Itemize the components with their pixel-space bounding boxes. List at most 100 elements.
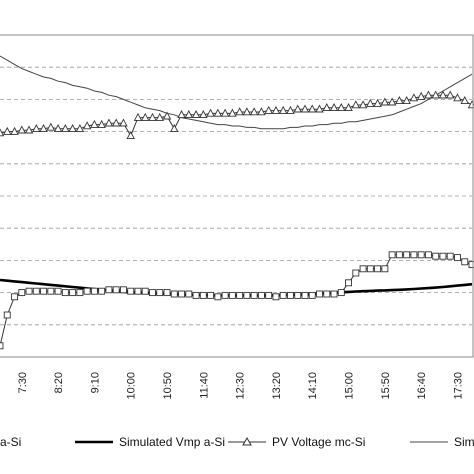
- legend-label-3: Simula: [454, 435, 474, 449]
- data-point-square: [163, 289, 171, 297]
- data-point-triangle: [111, 118, 121, 127]
- data-point-square: [439, 252, 447, 260]
- data-point-square: [403, 251, 411, 259]
- data-point-square: [185, 290, 193, 298]
- data-point-triangle: [17, 125, 27, 134]
- data-point-triangle: [322, 103, 332, 112]
- series-line-1: [0, 278, 473, 297]
- data-point-square: [25, 287, 33, 295]
- data-point-triangle: [53, 124, 63, 133]
- data-point-triangle: [90, 119, 99, 128]
- series-line-3: [0, 55, 473, 130]
- data-point-triangle: [206, 108, 215, 117]
- data-point-square: [424, 251, 432, 259]
- data-point-triangle: [140, 112, 150, 121]
- data-point-square: [156, 289, 164, 297]
- data-point-square: [141, 287, 149, 295]
- data-point-square: [207, 291, 215, 299]
- data-point-square: [250, 291, 258, 299]
- data-point-square: [454, 254, 461, 262]
- data-point-triangle: [97, 119, 106, 128]
- data-point-square: [287, 291, 294, 299]
- x-tick-label: 12:30: [235, 372, 247, 400]
- data-point-triangle: [39, 124, 48, 133]
- x-tick-label: 11:40: [198, 372, 210, 399]
- data-point-triangle: [119, 118, 128, 127]
- data-point-square: [417, 251, 425, 259]
- data-point-triangle: [373, 98, 382, 107]
- data-point-square: [323, 290, 331, 298]
- data-point-triangle: [358, 100, 368, 109]
- legend-marker-triangle: [242, 436, 252, 446]
- data-point-triangle: [278, 105, 288, 114]
- data-point-triangle: [416, 91, 426, 100]
- plot-area-frame: [0, 34, 474, 358]
- data-point-triangle: [10, 126, 19, 135]
- x-tick-label: 9:10: [89, 372, 101, 393]
- data-point-square: [432, 252, 440, 260]
- data-point-triangle: [82, 121, 92, 130]
- data-point-triangle: [460, 96, 469, 105]
- data-point-square: [301, 291, 309, 299]
- data-point-triangle: [133, 112, 143, 121]
- data-point-square: [330, 290, 338, 298]
- data-point-triangle: [307, 104, 317, 113]
- data-point-triangle: [191, 110, 201, 119]
- data-point-square: [236, 291, 244, 299]
- data-point-triangle: [170, 124, 179, 133]
- data-point-square: [192, 291, 200, 299]
- legend-label-1: Simulated Vmp a-Si: [119, 435, 225, 449]
- data-point-triangle: [387, 97, 397, 106]
- data-point-triangle: [24, 125, 34, 134]
- data-point-square: [265, 291, 273, 299]
- data-point-square: [40, 287, 48, 295]
- data-point-triangle: [380, 97, 390, 106]
- data-point-square: [98, 287, 106, 295]
- series-markers: [0, 90, 474, 350]
- data-point-triangle: [315, 104, 324, 113]
- data-point-square: [54, 287, 62, 295]
- data-point-square: [69, 289, 77, 297]
- data-point-triangle: [249, 107, 259, 116]
- data-point-square: [468, 261, 474, 269]
- data-point-triangle: [445, 90, 455, 99]
- gridlines: [0, 66, 472, 326]
- x-tick-label: 15:50: [380, 372, 392, 400]
- data-point-triangle: [300, 104, 310, 113]
- legend-label-2: PV Voltage mc-Si: [272, 435, 365, 449]
- data-point-square: [105, 286, 113, 294]
- data-point-square: [221, 291, 229, 299]
- data-point-triangle: [155, 112, 165, 121]
- data-point-triangle: [228, 108, 237, 117]
- data-point-square: [178, 290, 185, 298]
- data-point-triangle: [271, 105, 281, 114]
- data-point-triangle: [75, 124, 85, 133]
- data-point-triangle: [126, 131, 135, 140]
- data-point-triangle: [431, 90, 440, 99]
- legend-label-0: e a-Si: [0, 435, 21, 449]
- x-tick-label: 7:30: [17, 372, 29, 393]
- data-point-triangle: [344, 103, 353, 112]
- data-point-square: [337, 289, 345, 297]
- data-point-triangle: [293, 104, 302, 113]
- data-point-square: [214, 293, 222, 301]
- x-tick-labels: 7:30 8:20 9:10 10:00 10:50 11:40 12:30 13:20 14:…: [17, 372, 465, 400]
- x-tick-label: 15:00: [344, 372, 356, 400]
- data-point-square: [359, 265, 367, 273]
- data-point-triangle: [177, 110, 186, 119]
- data-point-triangle: [3, 126, 12, 135]
- data-point-triangle: [329, 103, 339, 112]
- data-point-triangle: [0, 128, 5, 137]
- data-point-square: [294, 291, 302, 299]
- data-point-square: [410, 251, 418, 259]
- data-point-square: [112, 286, 120, 294]
- x-tick-label: 14:10: [307, 372, 319, 400]
- data-point-triangle: [438, 90, 448, 99]
- data-point-triangle: [351, 100, 361, 109]
- x-tick-label: 13:20: [271, 372, 283, 400]
- data-point-square: [366, 265, 374, 273]
- x-tick-label: 10:50: [162, 372, 174, 400]
- data-point-square: [170, 290, 178, 298]
